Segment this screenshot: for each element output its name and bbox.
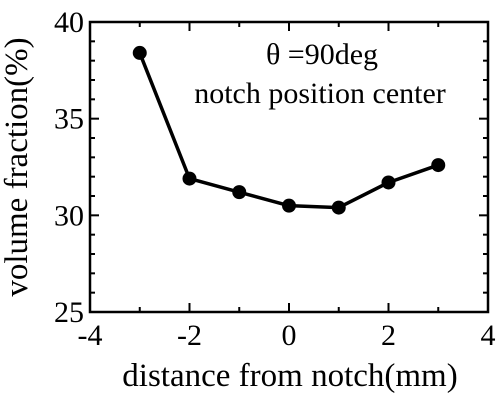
series-group xyxy=(132,45,446,215)
annotation-theta: θ =90deg xyxy=(266,38,378,71)
y-tick-label: 30 xyxy=(54,199,84,232)
data-point xyxy=(182,171,197,186)
data-point xyxy=(381,175,396,190)
y-tick-label: 25 xyxy=(54,296,84,329)
x-tick-label: 4 xyxy=(481,319,496,352)
x-tick-label: 0 xyxy=(282,319,297,352)
y-axis-title: volume fraction(%) xyxy=(0,37,35,296)
data-point xyxy=(132,45,147,60)
x-tick-label: 2 xyxy=(381,319,396,352)
data-point xyxy=(431,158,446,173)
x-tick-labels: -4 -2 0 2 4 xyxy=(78,319,496,352)
data-point xyxy=(232,185,247,200)
data-point xyxy=(331,200,346,215)
y-tick-labels: 25 30 35 40 xyxy=(54,6,84,329)
x-tick-label: -2 xyxy=(177,319,202,352)
data-point xyxy=(282,198,296,213)
y-tick-label: 35 xyxy=(54,103,84,136)
x-axis-title: distance from notch(mm) xyxy=(122,358,457,393)
x-tick-label: -4 xyxy=(78,319,103,352)
y-tick-label: 40 xyxy=(54,6,84,39)
annotation-notch-position: notch position center xyxy=(194,77,446,110)
axis-ticks xyxy=(89,21,489,313)
